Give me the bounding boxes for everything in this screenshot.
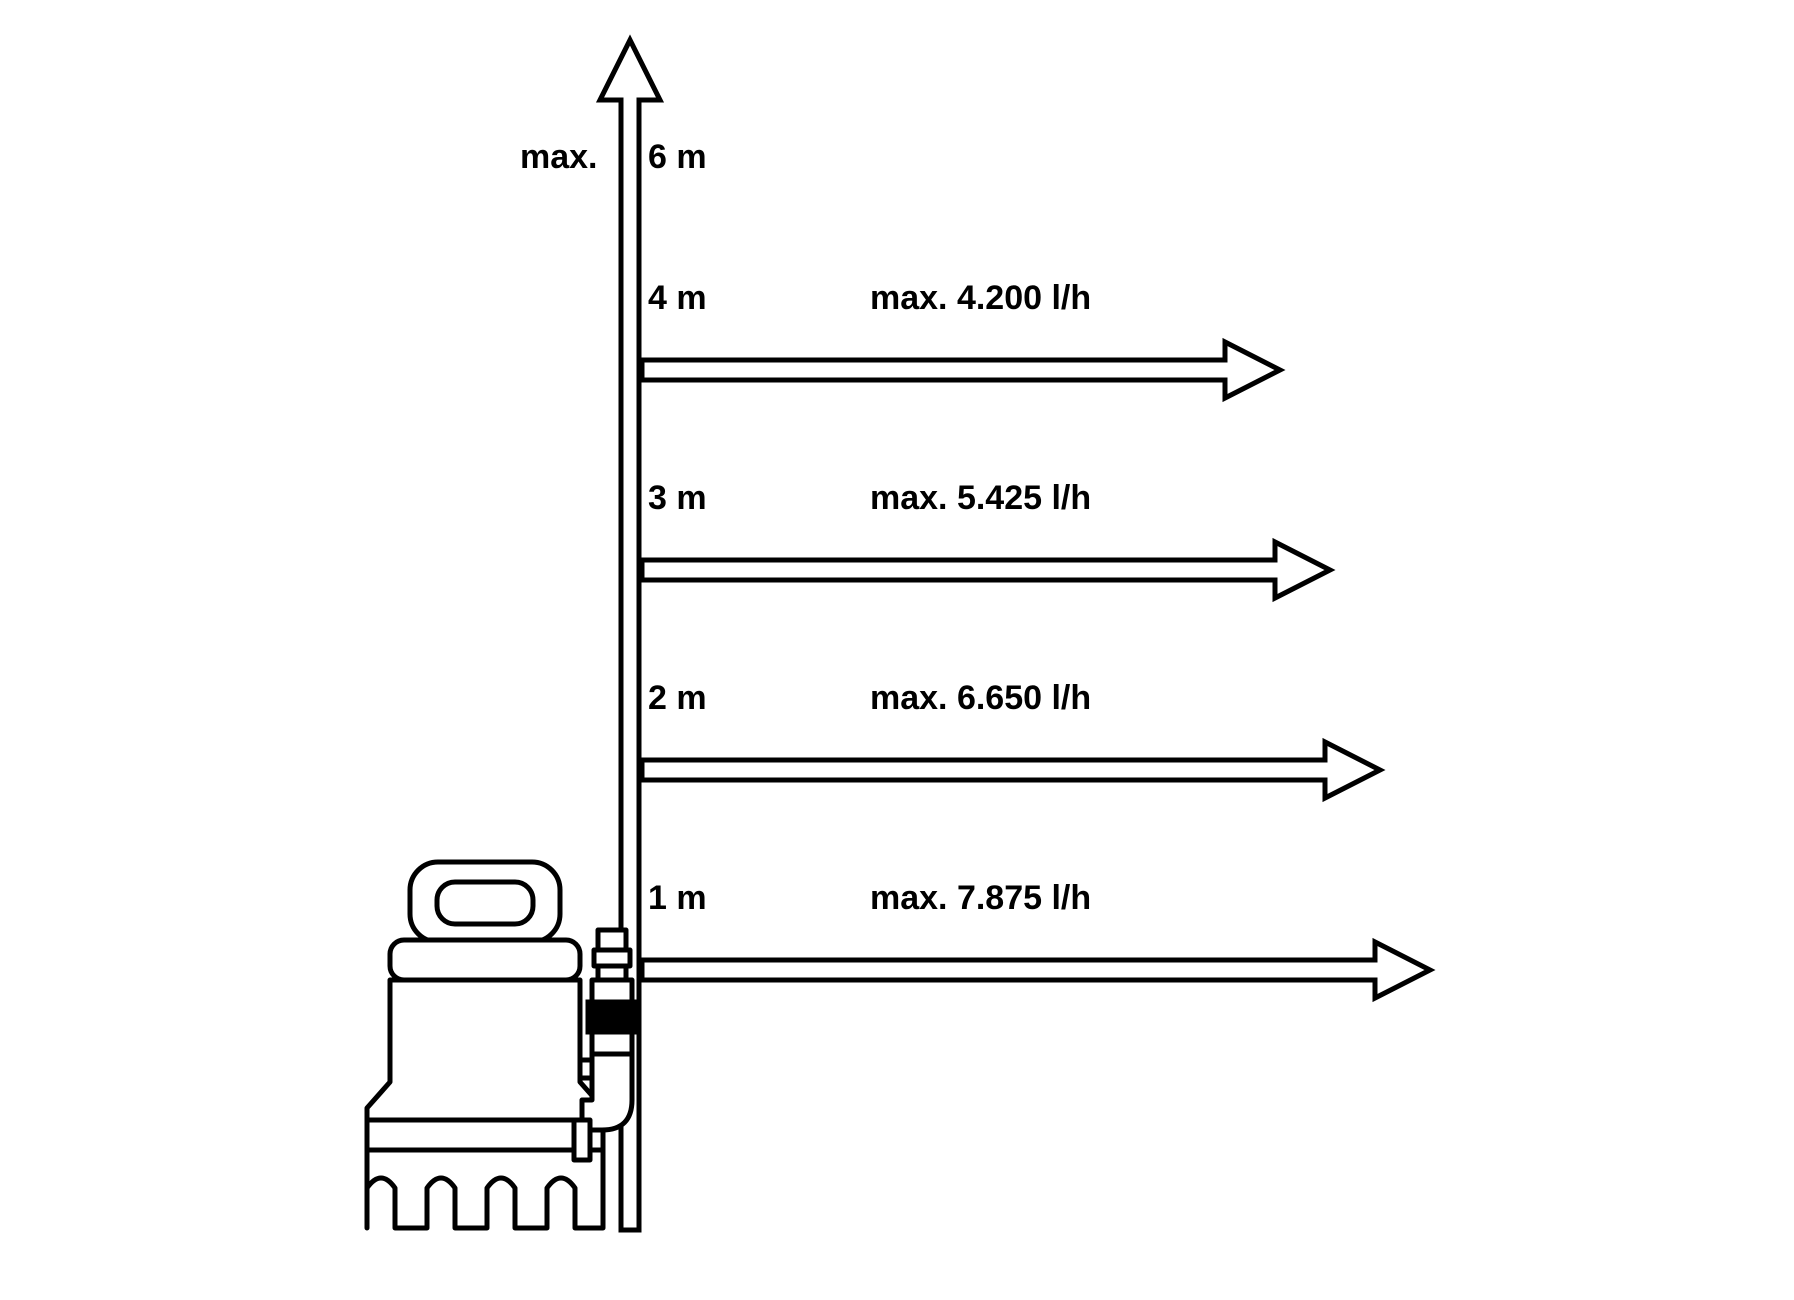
max-height-label-prefix: max. [520,138,598,177]
diagram-canvas [0,0,1794,1300]
flow-arrow-1m [642,942,1430,998]
height-label-4m: 4 m [648,279,707,318]
flow-arrow-3m [642,542,1330,598]
flow-arrow-2m [642,742,1380,798]
flow-label-4m: max. 4.200 l/h [870,279,1091,318]
flow-label-1m: max. 7.875 l/h [870,879,1091,918]
flow-label-3m: max. 5.425 l/h [870,479,1091,518]
flow-label-2m: max. 6.650 l/h [870,679,1091,718]
height-label-3m: 3 m [648,479,707,518]
height-label-1m: 1 m [648,879,707,918]
max-height-label-value: 6 m [648,138,707,177]
height-label-2m: 2 m [648,679,707,718]
pump-icon [367,862,636,1228]
flow-arrow-4m [642,342,1280,398]
